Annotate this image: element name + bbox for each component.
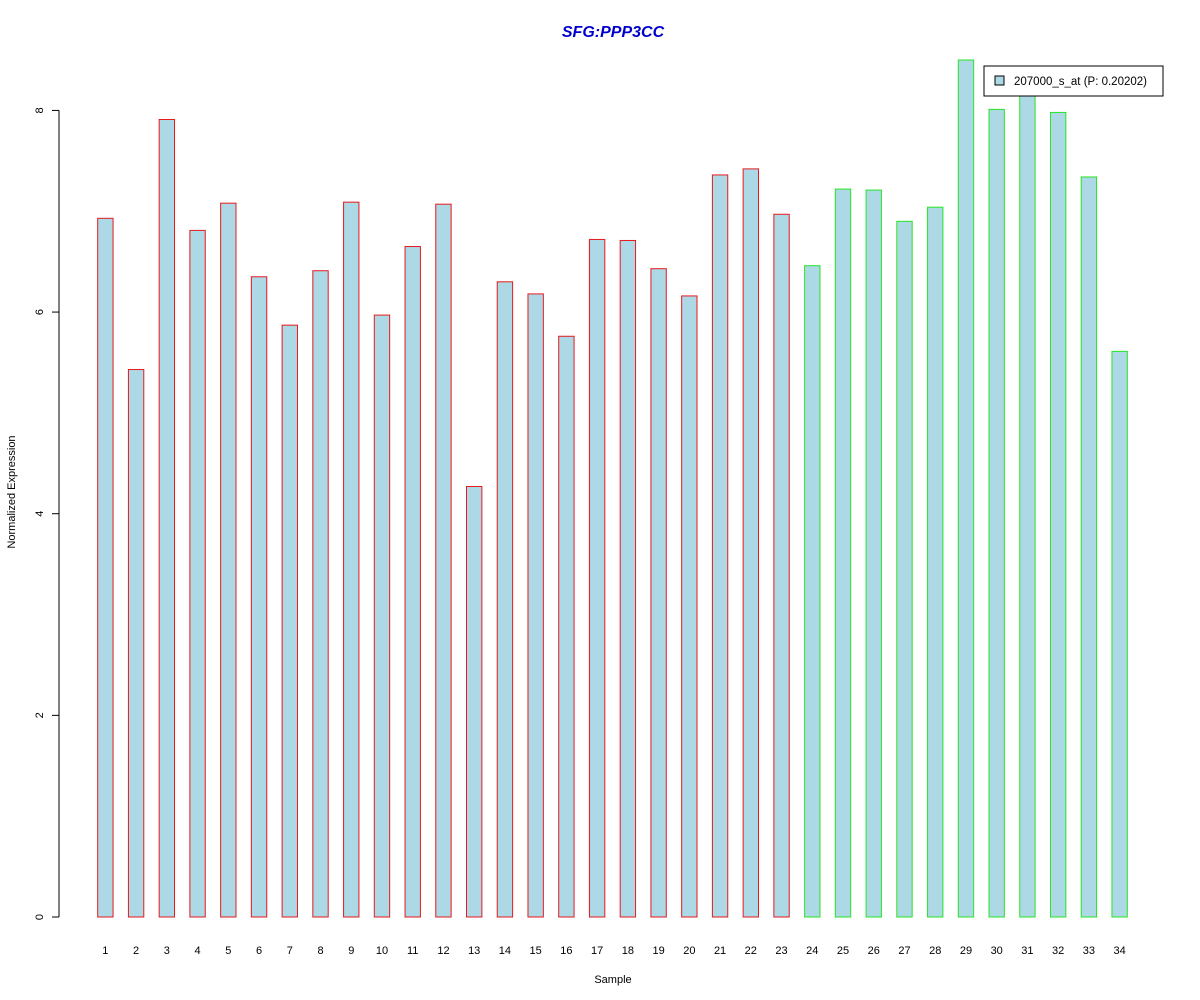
x-tick-label-10: 10 (376, 945, 388, 957)
bar-sample-1 (97, 217, 114, 918)
bar-sample-3 (158, 118, 176, 918)
x-tick-label-24: 24 (806, 945, 818, 957)
x-tick-label-20: 20 (683, 945, 695, 957)
x-tick-label-31: 31 (1021, 945, 1033, 957)
x-tick-label-21: 21 (714, 945, 726, 957)
bar-sample-12 (435, 203, 452, 918)
y-tick-label-2: 2 (34, 712, 46, 718)
x-tick-label-34: 34 (1114, 945, 1126, 957)
x-tick-label-12: 12 (437, 945, 449, 957)
bar-sample-32 (1049, 111, 1067, 918)
bar-sample-21 (711, 174, 729, 918)
x-tick-label-4: 4 (195, 945, 201, 957)
legend-label: 207000_s_at (P: 0.20202) (1014, 76, 1147, 88)
bar-sample-13 (466, 485, 483, 918)
bar-sample-17 (588, 238, 606, 918)
x-tick-label-15: 15 (530, 945, 542, 957)
bar-sample-29 (957, 59, 975, 918)
bar-sample-7 (281, 324, 298, 918)
bar-sample-30 (988, 108, 1005, 918)
x-tick-label-22: 22 (745, 945, 757, 957)
y-tick-label-6: 6 (34, 309, 46, 315)
x-tick-label-3: 3 (164, 945, 170, 957)
bar-sample-34 (1111, 350, 1128, 918)
bar-sample-23 (773, 213, 790, 918)
x-tick-label-25: 25 (837, 945, 849, 957)
y-axis-title: Normalized Expression (6, 435, 18, 548)
x-tick-label-32: 32 (1052, 945, 1064, 957)
bar-sample-16 (558, 335, 575, 918)
x-tick-label-17: 17 (591, 945, 603, 957)
bar-sample-20 (681, 295, 698, 918)
bar-sample-9 (343, 201, 360, 918)
x-tick-label-16: 16 (560, 945, 572, 957)
x-tick-label-11: 11 (407, 945, 418, 957)
bar-sample-19 (650, 268, 667, 918)
x-tick-label-8: 8 (317, 945, 323, 957)
bar-sample-14 (496, 281, 514, 918)
chart-title: SFG:PPP3CC (562, 24, 665, 41)
bar-sample-4 (189, 229, 206, 918)
bar-sample-8 (312, 270, 329, 918)
x-tick-label-14: 14 (499, 945, 511, 957)
x-tick-label-19: 19 (652, 945, 664, 957)
bar-sample-33 (1080, 176, 1098, 918)
bar-sample-24 (804, 265, 821, 918)
bar-sample-10 (373, 314, 391, 918)
bar-sample-25 (834, 188, 852, 918)
bar-sample-22 (742, 168, 760, 918)
x-tick-label-1: 1 (102, 945, 108, 957)
bar-sample-27 (896, 220, 913, 918)
x-tick-label-33: 33 (1083, 945, 1095, 957)
x-tick-label-7: 7 (287, 945, 293, 957)
bar-sample-11 (404, 246, 421, 918)
x-tick-label-27: 27 (898, 945, 910, 957)
x-tick-label-6: 6 (256, 945, 262, 957)
bar-sample-18 (619, 239, 637, 918)
x-tick-label-18: 18 (622, 945, 634, 957)
x-tick-label-5: 5 (225, 945, 231, 957)
legend-box (983, 65, 1164, 97)
x-tick-label-13: 13 (468, 945, 480, 957)
x-tick-label-2: 2 (133, 945, 139, 957)
bar-sample-28 (927, 206, 944, 918)
bar-sample-6 (250, 276, 268, 918)
x-tick-label-23: 23 (775, 945, 787, 957)
x-tick-label-28: 28 (929, 945, 941, 957)
x-tick-label-30: 30 (991, 945, 1003, 957)
x-tick-label-26: 26 (868, 945, 880, 957)
x-axis-title: Sample (594, 974, 631, 986)
x-tick-label-9: 9 (348, 945, 354, 957)
x-tick-label-29: 29 (960, 945, 972, 957)
y-tick-label-4: 4 (34, 511, 46, 517)
bar-sample-26 (865, 189, 882, 918)
legend-swatch (994, 75, 1005, 86)
bar-sample-5 (220, 202, 237, 918)
bar-sample-15 (527, 293, 544, 918)
y-tick-label-0: 0 (34, 914, 46, 920)
bar-sample-31 (1019, 89, 1036, 918)
y-tick-label-8: 8 (34, 107, 46, 113)
bar-sample-2 (127, 369, 145, 918)
